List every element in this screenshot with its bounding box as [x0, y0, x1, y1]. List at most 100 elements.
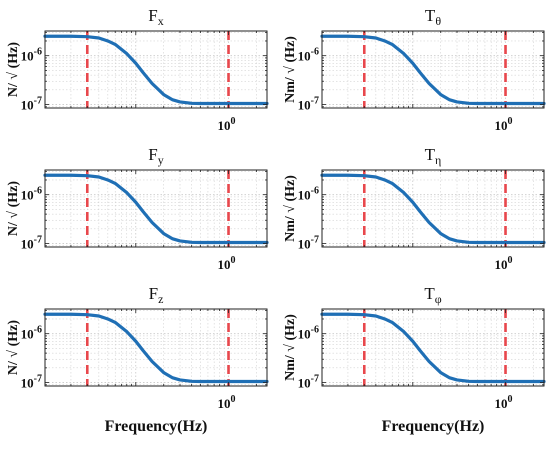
series-line-1 — [320, 173, 546, 245]
y-tick-exponent: -6 — [311, 325, 319, 336]
panel-title-subscript: η — [435, 153, 441, 167]
y-tick-exponent: -7 — [34, 374, 42, 385]
panel-title: Fx — [148, 6, 163, 28]
series-line-1 — [320, 312, 546, 384]
y-tick-base: 10 — [21, 237, 34, 252]
y-tick-label-1: 10-6 — [298, 47, 319, 64]
y-axis-label: Nm/ √ (Hz) — [283, 314, 298, 381]
y-tick-base: 10 — [21, 327, 34, 342]
y-tick-label-2: 10-7 — [21, 374, 42, 391]
x-tick-exponent: 0 — [508, 255, 513, 266]
panel-title: Fy — [148, 145, 163, 167]
axes-box — [321, 308, 545, 387]
x-tick-label-1: 100 — [495, 394, 513, 411]
x-axis-label: Frequency(Hz) — [105, 418, 208, 435]
y-tick-base: 10 — [298, 49, 311, 64]
y-tick-label-1: 10-6 — [21, 325, 42, 342]
y-axis-label: Nm/ √ (Hz) — [283, 175, 298, 242]
panel-title: Fz — [149, 284, 164, 306]
panel-title-main: F — [148, 6, 157, 25]
y-tick-label-1: 10-6 — [298, 325, 319, 342]
axes-box — [44, 30, 268, 109]
x-axis-label: Frequency(Hz) — [382, 418, 485, 435]
plot-area — [322, 170, 544, 247]
x-tick-label-1: 100 — [218, 255, 236, 272]
y-tick-base: 10 — [298, 376, 311, 391]
y-tick-label-1: 10-6 — [21, 47, 42, 64]
y-tick-label-2: 10-7 — [298, 96, 319, 113]
grid — [322, 170, 544, 247]
x-tick-label-1: 100 — [495, 116, 513, 133]
axes-box — [44, 308, 268, 387]
y-tick-base: 10 — [21, 188, 34, 203]
y-tick-base: 10 — [21, 49, 34, 64]
grid — [322, 31, 544, 108]
panel-title-main: T — [424, 284, 435, 303]
series-line-1 — [43, 34, 269, 106]
panel-title-subscript: θ — [435, 14, 441, 28]
y-tick-label-2: 10-7 — [21, 96, 42, 113]
y-axis-label: N/ √ (Hz) — [6, 181, 21, 236]
x-tick-exponent: 0 — [508, 394, 513, 405]
y-tick-exponent: -6 — [34, 186, 42, 197]
y-tick-label-2: 10-7 — [298, 374, 319, 391]
x-tick-label-1: 100 — [218, 394, 236, 411]
panel-title-subscript: y — [158, 153, 164, 167]
axes-box — [44, 169, 268, 248]
x-tick-base: 10 — [495, 118, 508, 133]
y-tick-label-2: 10-7 — [21, 235, 42, 252]
panel-title: Tθ — [425, 6, 441, 28]
panel-title-main: T — [425, 145, 436, 164]
plot-area — [45, 31, 267, 108]
y-tick-exponent: -7 — [34, 235, 42, 246]
axes-box — [321, 169, 545, 248]
panel-title-subscript: z — [158, 292, 163, 306]
plot-area — [322, 31, 544, 108]
x-tick-base: 10 — [495, 396, 508, 411]
y-tick-label-1: 10-6 — [21, 186, 42, 203]
x-tick-label-1: 100 — [218, 116, 236, 133]
panel-title-subscript: φ — [435, 292, 442, 306]
x-tick-base: 10 — [495, 257, 508, 272]
y-axis-label: N/ √ (Hz) — [6, 42, 21, 97]
y-tick-label-2: 10-7 — [298, 235, 319, 252]
series-line-1 — [320, 34, 546, 106]
y-tick-base: 10 — [298, 98, 311, 113]
x-tick-exponent: 0 — [508, 116, 513, 127]
y-tick-exponent: -6 — [311, 186, 319, 197]
y-axis-label: Nm/ √ (Hz) — [283, 36, 298, 103]
y-tick-exponent: -6 — [34, 325, 42, 336]
y-axis-label: N/ √ (Hz) — [6, 320, 21, 375]
panel-title-main: F — [148, 145, 157, 164]
y-tick-base: 10 — [21, 98, 34, 113]
panel-title-main: F — [149, 284, 158, 303]
y-tick-exponent: -6 — [34, 47, 42, 58]
x-tick-exponent: 0 — [231, 394, 236, 405]
x-tick-base: 10 — [218, 396, 231, 411]
x-tick-label-1: 100 — [495, 255, 513, 272]
y-tick-exponent: -6 — [311, 47, 319, 58]
y-tick-exponent: -7 — [311, 235, 319, 246]
y-tick-exponent: -7 — [34, 96, 42, 107]
panel-title-main: T — [425, 6, 436, 25]
panel-title: Tφ — [424, 284, 441, 306]
plot-area — [45, 170, 267, 247]
x-tick-base: 10 — [218, 257, 231, 272]
y-tick-exponent: -7 — [311, 96, 319, 107]
x-tick-exponent: 0 — [231, 255, 236, 266]
y-tick-base: 10 — [298, 237, 311, 252]
axes-box — [321, 30, 545, 109]
series-line-1 — [43, 173, 269, 245]
y-tick-label-1: 10-6 — [298, 186, 319, 203]
panel-title-subscript: x — [158, 14, 164, 28]
x-tick-exponent: 0 — [231, 116, 236, 127]
series-line-1 — [43, 312, 269, 384]
y-tick-base: 10 — [298, 188, 311, 203]
